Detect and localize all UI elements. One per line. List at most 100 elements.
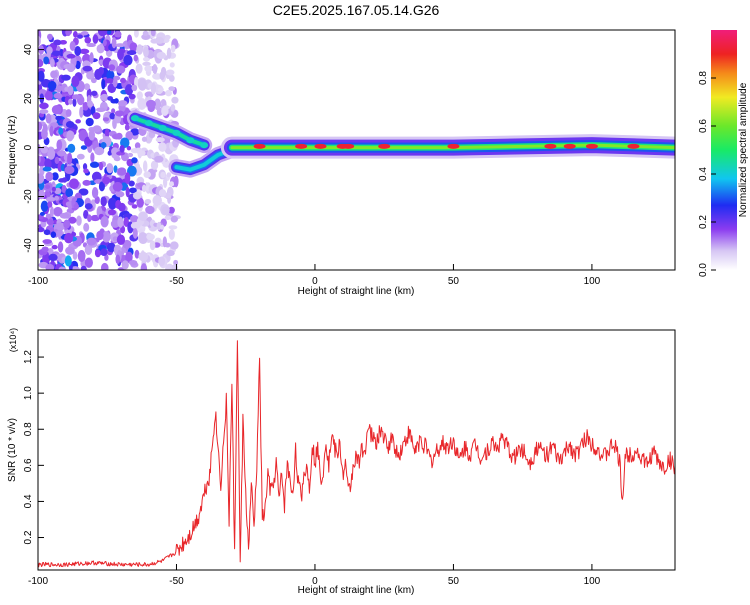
heatmap-cell: [54, 195, 60, 201]
spectrogram-x-ticks: -100 -50 0 50 100: [28, 264, 601, 287]
heatmap-cell: [65, 121, 75, 128]
heatmap-cell: [117, 100, 128, 107]
heatmap-cell: [54, 187, 62, 195]
figure-title: C2E5.2025.167.05.14.G26: [273, 2, 440, 18]
heatmap-cell: [124, 124, 130, 131]
heatmap-cell: [111, 37, 117, 49]
heatmap-cell: [123, 54, 133, 66]
heatmap-peak: [342, 143, 355, 149]
heatmap-cell: [59, 40, 67, 45]
heatmap-cell: [76, 215, 82, 226]
heatmap-cell: [38, 155, 42, 164]
y-tick-label: 0.8: [23, 422, 34, 436]
spectrogram-y-label: Frequency (Hz): [7, 116, 18, 185]
heatmap-cell: [55, 115, 62, 121]
heatmap-cell: [43, 229, 51, 236]
heatmap-cell: [55, 230, 63, 237]
heatmap-cell: [86, 237, 97, 246]
heatmap-cell: [43, 56, 50, 65]
heatmap-cell: [98, 161, 104, 171]
heatmap-cell: [158, 189, 167, 198]
heatmap-cell: [137, 150, 146, 157]
heatmap-cell: [138, 232, 148, 244]
heatmap-cell: [92, 34, 99, 44]
heatmap-cell: [168, 229, 175, 241]
heatmap-cell: [150, 30, 156, 37]
heatmap-cell: [83, 209, 89, 219]
heatmap-cell: [120, 77, 126, 84]
colorbar-tick-label: 0.6: [698, 119, 709, 133]
heatmap-cell: [152, 195, 162, 206]
heatmap-cell: [39, 102, 49, 110]
heatmap-cell: [101, 78, 106, 90]
y-tick-label: 0.6: [23, 458, 34, 472]
y-tick-label: 1.0: [23, 386, 34, 400]
heatmap-cell: [104, 78, 115, 84]
heatmap-cell: [42, 239, 53, 244]
heatmap-cell: [123, 216, 129, 227]
heatmap-cell: [38, 58, 44, 68]
heatmap-cell: [108, 197, 118, 210]
heatmap-cell: [38, 143, 41, 155]
heatmap-cell: [67, 85, 74, 96]
heatmap-cell: [61, 74, 71, 81]
x-tick-label: 100: [584, 276, 601, 287]
heatmap-cell: [77, 34, 83, 39]
heatmap-cell: [114, 98, 119, 104]
heatmap-cell: [92, 125, 102, 133]
heatmap-cell: [126, 50, 137, 56]
heatmap-cell: [65, 246, 75, 255]
heatmap-cell: [143, 46, 149, 58]
heatmap-cell: [57, 241, 64, 253]
heatmap-cell: [144, 65, 153, 72]
heatmap-cell: [65, 109, 72, 117]
heatmap-peak: [314, 143, 327, 149]
heatmap-cell: [75, 60, 81, 70]
heatmap-cell: [95, 107, 106, 113]
heatmap-cell: [140, 263, 148, 270]
heatmap-cell: [83, 222, 90, 232]
heatmap-cell: [82, 101, 89, 111]
heatmap-cell: [160, 224, 165, 230]
heatmap-cell: [97, 30, 108, 37]
heatmap-cell: [96, 230, 104, 241]
heatmap-cell: [133, 30, 139, 38]
heatmap-cell: [50, 70, 58, 79]
heatmap-cell: [75, 119, 81, 124]
heatmap-cell: [115, 254, 121, 265]
heatmap-cell: [170, 44, 176, 53]
heatmap-cell: [67, 143, 76, 153]
heatmap-cell: [69, 178, 79, 189]
heatmap-cell: [78, 188, 89, 196]
heatmap-cell: [114, 30, 122, 38]
heatmap-cell: [89, 52, 94, 64]
heatmap-cell: [94, 249, 101, 258]
heatmap-cell: [61, 184, 67, 193]
heatmap-cell: [113, 75, 121, 81]
heatmap-cell: [159, 71, 165, 80]
heatmap-cell: [72, 251, 78, 260]
heatmap-cell: [132, 228, 138, 239]
heatmap-cell: [65, 188, 74, 198]
heatmap-cell: [80, 31, 89, 36]
heatmap-cell: [51, 50, 62, 57]
heatmap-cell: [102, 117, 110, 122]
x-tick-label: 50: [448, 576, 460, 587]
heatmap-cell: [87, 214, 92, 222]
heatmap-cell: [127, 152, 134, 158]
spectrogram-marks: [38, 30, 675, 270]
heatmap-cell: [119, 144, 125, 153]
heatmap-cell: [124, 84, 134, 96]
heatmap-cell: [104, 254, 109, 261]
heatmap-cell: [66, 130, 74, 142]
heatmap-cell: [156, 51, 166, 59]
heatmap-cell: [142, 160, 148, 173]
heatmap-cell: [45, 196, 56, 202]
x-tick-label: 100: [584, 576, 601, 587]
heatmap-peak: [544, 143, 557, 149]
heatmap-cell: [82, 179, 91, 186]
heatmap-cell: [146, 233, 155, 241]
heatmap-cell: [70, 266, 80, 270]
heatmap-cell: [45, 113, 52, 124]
spectrogram-frame: [37, 29, 676, 271]
